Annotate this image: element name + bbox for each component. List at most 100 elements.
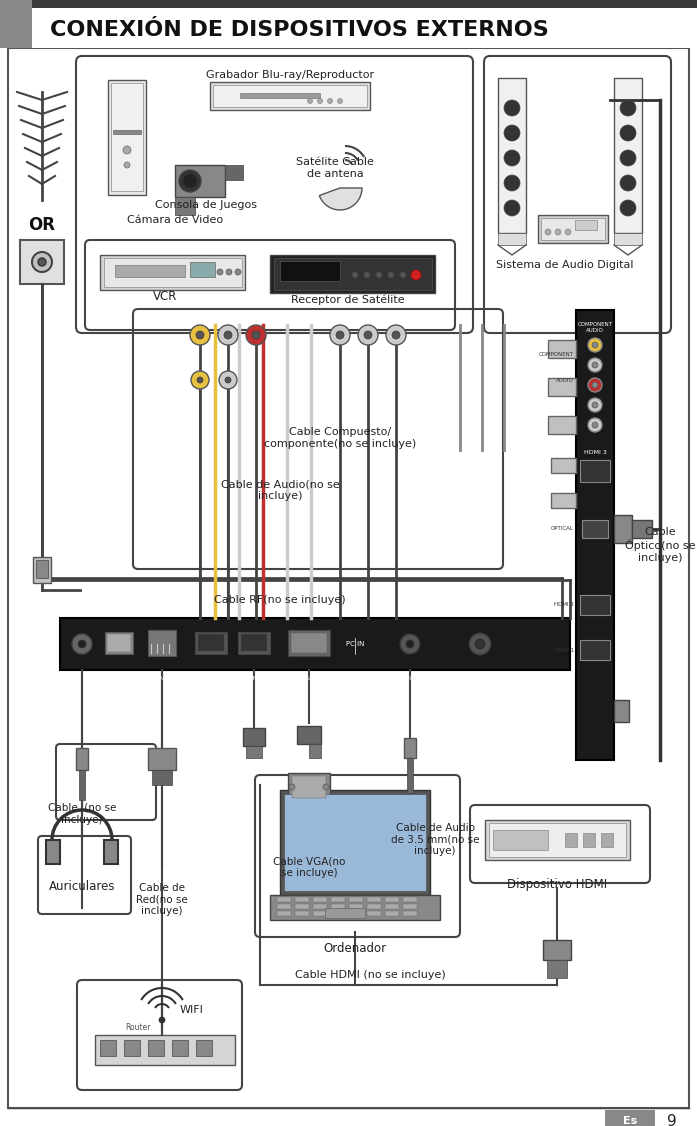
- Bar: [76, 748, 88, 770]
- Bar: [104, 258, 242, 287]
- Bar: [270, 895, 440, 920]
- Bar: [295, 911, 309, 915]
- Circle shape: [307, 98, 312, 104]
- Bar: [404, 738, 416, 758]
- Text: Sistema de Audio Digital: Sistema de Audio Digital: [496, 260, 634, 270]
- Text: OR: OR: [28, 216, 55, 234]
- Text: Ω: Ω: [79, 610, 85, 616]
- Bar: [100, 254, 245, 291]
- Bar: [175, 197, 195, 215]
- Bar: [601, 833, 613, 847]
- Bar: [0, 0, 32, 48]
- Bar: [241, 634, 267, 651]
- Bar: [403, 897, 417, 902]
- Circle shape: [72, 634, 92, 654]
- Text: Router: Router: [125, 1024, 151, 1033]
- Bar: [632, 520, 652, 538]
- Circle shape: [555, 229, 561, 235]
- Bar: [367, 911, 381, 915]
- Bar: [172, 1040, 188, 1056]
- Circle shape: [620, 200, 636, 216]
- Text: HDMI 2: HDMI 2: [554, 602, 574, 608]
- Bar: [190, 262, 215, 277]
- Circle shape: [588, 418, 602, 432]
- Bar: [349, 911, 363, 915]
- Circle shape: [592, 422, 598, 428]
- Circle shape: [376, 272, 382, 278]
- Bar: [152, 770, 172, 785]
- Text: Receptor de Satélite: Receptor de Satélite: [291, 295, 405, 305]
- Bar: [238, 632, 270, 654]
- Bar: [541, 218, 605, 240]
- Text: Auriculares: Auriculares: [49, 881, 115, 893]
- Bar: [580, 595, 610, 615]
- Bar: [225, 166, 243, 180]
- Text: HDMI 2: HDMI 2: [199, 676, 222, 681]
- Circle shape: [323, 784, 329, 790]
- Circle shape: [196, 331, 204, 339]
- Bar: [605, 1110, 655, 1126]
- Bar: [385, 911, 399, 915]
- Bar: [288, 631, 330, 656]
- Bar: [33, 557, 51, 583]
- Bar: [403, 904, 417, 909]
- Text: HDMI 1: HDMI 1: [243, 676, 266, 681]
- Bar: [614, 700, 629, 722]
- Circle shape: [224, 331, 232, 339]
- Text: PC IN: PC IN: [346, 641, 365, 647]
- Circle shape: [191, 370, 209, 388]
- Circle shape: [504, 175, 520, 191]
- Bar: [580, 461, 610, 482]
- Circle shape: [400, 634, 420, 654]
- Bar: [277, 897, 291, 902]
- Bar: [291, 633, 327, 653]
- Bar: [295, 904, 309, 909]
- Text: CONEXIÓN DE DISPOSITIVOS EXTERNOS: CONEXIÓN DE DISPOSITIVOS EXTERNOS: [50, 20, 549, 41]
- Circle shape: [190, 325, 210, 345]
- Circle shape: [352, 272, 358, 278]
- Text: Grabador Blu-ray/Reproductor: Grabador Blu-ray/Reproductor: [206, 70, 374, 80]
- Bar: [20, 240, 64, 284]
- Circle shape: [592, 361, 598, 368]
- Bar: [493, 830, 548, 850]
- Circle shape: [78, 640, 86, 647]
- Circle shape: [504, 100, 520, 116]
- Circle shape: [588, 338, 602, 352]
- Circle shape: [252, 331, 260, 339]
- Text: Cable
Óptico(no se
incluye): Cable Óptico(no se incluye): [625, 527, 695, 563]
- Text: WIFI: WIFI: [180, 1006, 204, 1015]
- Bar: [100, 1040, 116, 1056]
- Circle shape: [475, 638, 485, 649]
- Circle shape: [364, 331, 372, 339]
- Circle shape: [592, 382, 598, 388]
- Circle shape: [588, 358, 602, 372]
- Text: Cable HDMI (no se incluye): Cable HDMI (no se incluye): [295, 969, 445, 980]
- Bar: [407, 758, 413, 793]
- Circle shape: [592, 342, 598, 348]
- Circle shape: [588, 397, 602, 412]
- Bar: [104, 840, 118, 864]
- Circle shape: [289, 784, 295, 790]
- Circle shape: [218, 325, 238, 345]
- Bar: [576, 310, 614, 760]
- Circle shape: [337, 98, 342, 104]
- Bar: [498, 233, 526, 245]
- Bar: [115, 265, 185, 277]
- Bar: [331, 897, 345, 902]
- Circle shape: [183, 175, 197, 188]
- Circle shape: [358, 325, 378, 345]
- Text: LAN: LAN: [155, 676, 168, 681]
- Bar: [498, 78, 526, 233]
- Bar: [274, 258, 432, 291]
- Bar: [36, 560, 48, 578]
- Circle shape: [226, 269, 232, 275]
- Bar: [95, 1035, 235, 1065]
- Bar: [614, 233, 642, 245]
- Wedge shape: [319, 188, 362, 211]
- Text: Cámara de Video: Cámara de Video: [127, 215, 223, 225]
- Circle shape: [179, 170, 201, 193]
- Circle shape: [620, 175, 636, 191]
- Text: Dispositivo HDMI: Dispositivo HDMI: [507, 878, 607, 891]
- Bar: [367, 897, 381, 902]
- Circle shape: [32, 252, 52, 272]
